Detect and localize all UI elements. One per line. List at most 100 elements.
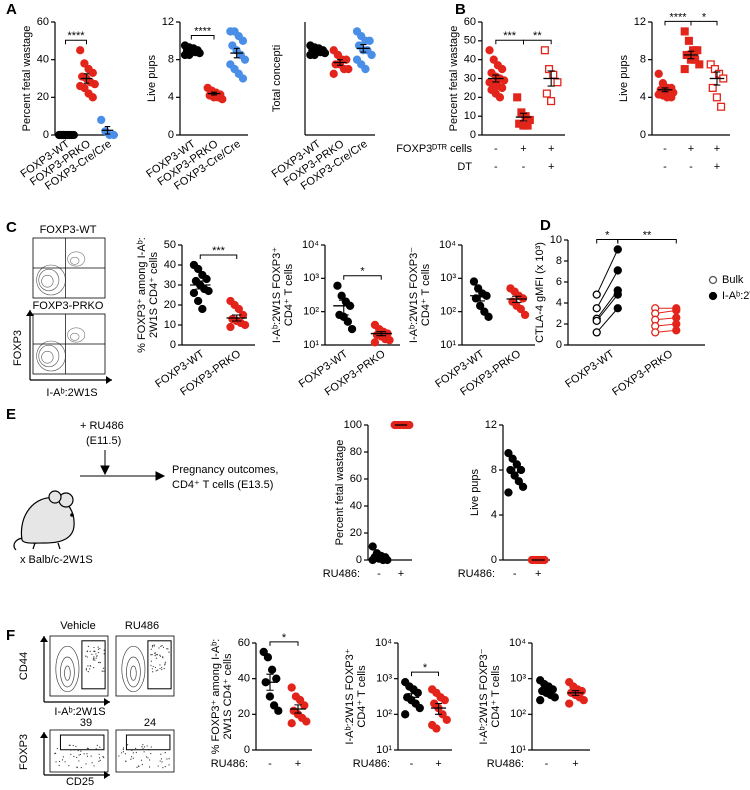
event [99, 661, 101, 663]
contour [41, 350, 54, 364]
data-point [693, 46, 702, 55]
error-bar [492, 74, 500, 83]
significance-bracket [199, 254, 238, 259]
event [75, 745, 77, 748]
data-point [109, 130, 118, 140]
data-point [592, 290, 601, 299]
event [125, 760, 127, 762]
significance-label: * [282, 632, 287, 644]
data-point [185, 50, 194, 60]
error-bar [232, 314, 242, 322]
gate [147, 640, 172, 690]
y-tick-label: 0 [356, 554, 362, 566]
event [55, 761, 57, 763]
y-tick-label: 60 [464, 16, 476, 28]
data-point [368, 542, 377, 551]
legend-label: I-Aᵇ:2W1S [722, 290, 750, 302]
event [87, 671, 89, 673]
data-point [613, 290, 622, 299]
y-tick-label: 50 [464, 35, 476, 47]
x-axis-label: RU486: [323, 568, 360, 580]
contour [67, 327, 86, 343]
x-tick-label: + [435, 758, 441, 770]
event [143, 751, 145, 753]
event [163, 667, 165, 670]
event [160, 758, 163, 760]
data-point [504, 488, 513, 497]
event [153, 645, 155, 647]
pair-line [596, 249, 619, 295]
event [85, 668, 87, 670]
data-point [475, 301, 485, 310]
data-point [553, 78, 562, 87]
y-tick-label: 10⁴ [375, 637, 392, 649]
data-point [193, 296, 203, 306]
y-tick-label: 10² [303, 306, 319, 318]
y-tick-label: 0 [491, 554, 497, 566]
y-tick-label: 0 [244, 744, 250, 756]
schematic-text: + RU486 [80, 420, 124, 432]
data-point [485, 46, 494, 55]
event [157, 765, 159, 767]
event [168, 651, 170, 653]
x-tick-label: - [513, 568, 517, 580]
data-point [706, 60, 715, 69]
event [132, 757, 134, 759]
x-tick-label: - [494, 161, 498, 173]
event [166, 648, 168, 650]
data-point [489, 55, 498, 64]
event [56, 747, 58, 750]
data-point [401, 710, 410, 719]
significance-label: * [605, 229, 610, 241]
data-point [480, 307, 489, 316]
event [95, 748, 97, 750]
x-tick-label: + [520, 143, 526, 155]
event [151, 646, 154, 648]
y-axis-label: CD4⁺ T cells [356, 665, 368, 728]
event [142, 744, 144, 746]
data-point [495, 93, 505, 102]
data-point [90, 80, 99, 89]
schematic-arrows [80, 450, 166, 481]
data-point [432, 724, 441, 733]
data-point [695, 60, 704, 69]
event [80, 750, 82, 752]
event [120, 752, 123, 754]
event [161, 645, 163, 647]
y-tick-label: 4 [556, 297, 562, 309]
error-bar [511, 467, 518, 478]
event [158, 647, 160, 649]
data-point [189, 288, 199, 298]
x-tick-label: FOXP3-WT [563, 348, 617, 391]
y-tick-label: 8 [491, 464, 497, 476]
x-tick-label: - [268, 758, 272, 770]
event [97, 648, 100, 650]
event [154, 666, 157, 669]
significance-label: **** [194, 25, 212, 37]
flow-plot [49, 635, 109, 697]
event [90, 755, 92, 757]
event [103, 653, 105, 655]
data-point [513, 93, 522, 102]
y-tick-label: 10⁴ [302, 239, 319, 251]
event [97, 646, 99, 648]
y-tick-label: 0 [43, 129, 49, 141]
error-bar [376, 553, 382, 559]
panel-letter: D [540, 217, 551, 234]
event [164, 664, 166, 666]
error-bar [407, 693, 416, 703]
panel-letter: C [6, 219, 17, 236]
y-tick-label: 50 [164, 239, 176, 251]
data-point [708, 83, 717, 92]
event [140, 759, 143, 761]
y-tick-label: 10¹ [376, 744, 392, 756]
contour [130, 665, 137, 681]
error-bar [211, 91, 217, 96]
significance-bracket [411, 671, 439, 677]
error-bar [376, 331, 387, 337]
event [103, 670, 105, 672]
data-point [592, 316, 601, 326]
event [151, 668, 153, 670]
event [161, 761, 163, 763]
x-tick-label: + [398, 568, 404, 580]
